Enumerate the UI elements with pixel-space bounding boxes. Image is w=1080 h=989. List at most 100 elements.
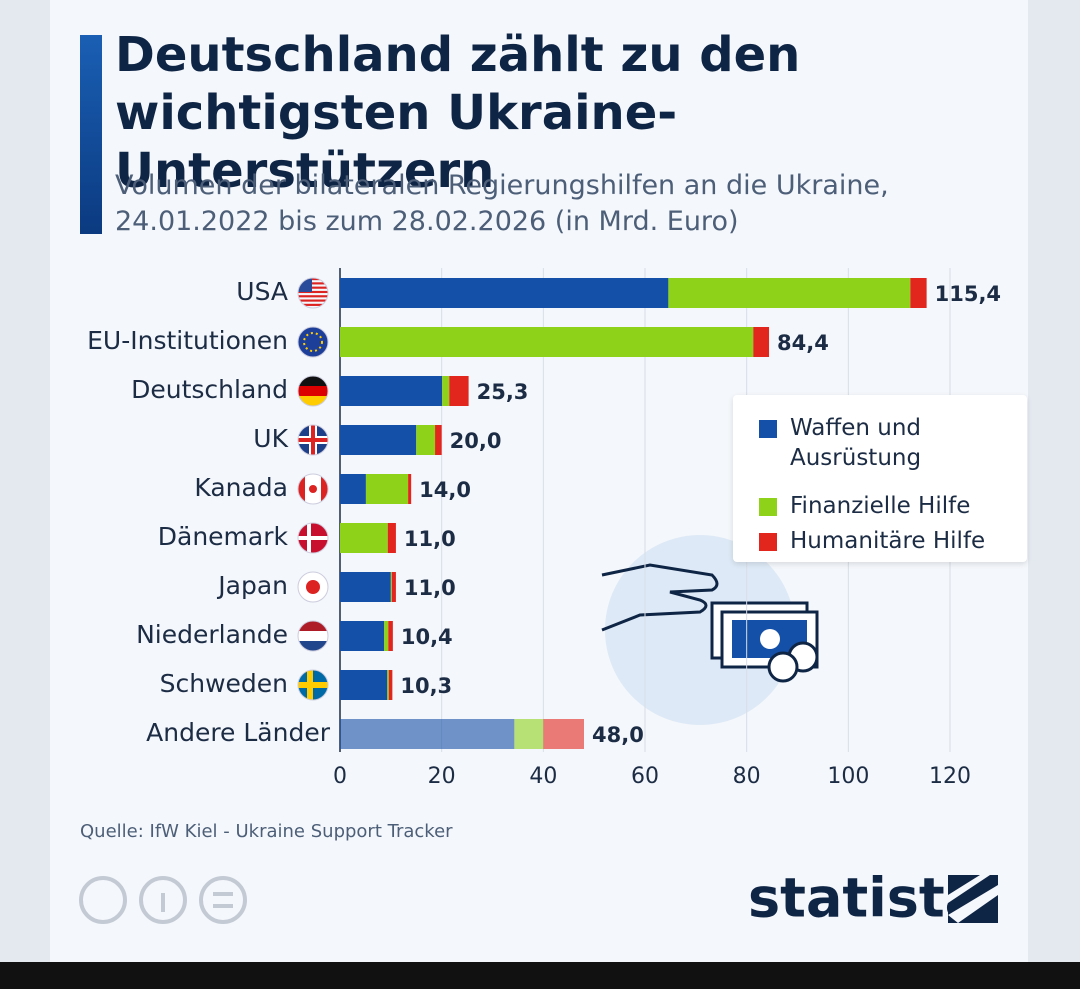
- x-tick-label: 80: [733, 764, 761, 789]
- chart: Quelle: IfW Kiel - Ukraine Support Track…: [79, 268, 1001, 930]
- flag-icon: [298, 474, 328, 504]
- bar-segment: [340, 376, 443, 406]
- flag-ring: [297, 669, 329, 701]
- flag-ring: [297, 473, 329, 505]
- bar-segment: [340, 425, 417, 455]
- flag-part: [298, 295, 328, 298]
- x-tick-label: 20: [428, 764, 456, 789]
- legend-swatch: [759, 533, 777, 551]
- y-tick-label: USA: [236, 277, 288, 306]
- flag-part: [306, 580, 320, 594]
- bar-segment: [340, 621, 385, 651]
- y-tick-label: UK: [253, 424, 288, 453]
- y-tick-label: Deutschland: [131, 375, 288, 404]
- bar-segment: [387, 670, 389, 700]
- bar-segment: [416, 425, 436, 455]
- y-tick-label: EU-Institutionen: [87, 326, 288, 355]
- bar-segment: [340, 523, 388, 553]
- legend-swatch: [759, 420, 777, 438]
- flag-ring: [297, 424, 329, 456]
- value-label: 115,4: [935, 282, 1001, 306]
- flag-part: [298, 290, 328, 294]
- value-label: 10,3: [400, 674, 452, 698]
- bar-segment: [340, 670, 388, 700]
- bar-segment: [340, 278, 669, 308]
- x-tick-label: 100: [827, 764, 869, 789]
- bar-segment: [753, 327, 770, 357]
- y-tick-label: Schweden: [160, 669, 288, 698]
- flag-part: [298, 282, 328, 285]
- bar-segment: [514, 719, 544, 749]
- value-label: 10,4: [401, 625, 453, 649]
- x-tick-label: 40: [529, 764, 557, 789]
- bottom-bar: [0, 962, 1080, 989]
- flag-part: [311, 425, 315, 455]
- flag-part: [298, 631, 328, 641]
- flag-ring: [297, 571, 329, 603]
- flag-ring: [297, 375, 329, 407]
- flag-part: [298, 376, 328, 386]
- flag-part: [298, 474, 305, 504]
- bar-segment: [442, 376, 450, 406]
- illustration: [601, 535, 819, 725]
- legend-label: Waffen und Ausrüstung: [790, 415, 922, 471]
- bar-segment: [384, 621, 389, 651]
- x-tick-label: 60: [631, 764, 659, 789]
- x-tick-label: 120: [929, 764, 971, 789]
- flag-part: [307, 523, 311, 553]
- flag-icon: [298, 572, 328, 602]
- flag-part: [298, 396, 328, 406]
- flag-part: [298, 536, 328, 540]
- flag-part: [309, 485, 317, 493]
- flag-part: [307, 670, 313, 700]
- bar-segment: [388, 670, 393, 700]
- flag-part: [298, 278, 328, 281]
- accent-bar: [80, 35, 102, 234]
- flag-ring: [297, 326, 329, 358]
- flag-icon: [298, 670, 328, 700]
- bar-segment: [391, 572, 396, 602]
- y-tick-label: Dänemark: [158, 522, 289, 551]
- bar-segment: [388, 621, 393, 651]
- legend-label: Humanitäre Hilfe: [790, 528, 986, 554]
- flag-part: [298, 621, 328, 631]
- flag-ring: [297, 620, 329, 652]
- value-label: 11,0: [404, 527, 456, 551]
- bar-segment: [387, 523, 396, 553]
- bar-segment: [365, 474, 409, 504]
- value-label: 25,3: [477, 380, 529, 404]
- bar-segment: [543, 719, 584, 749]
- bar-segment: [668, 278, 911, 308]
- flag-ring: [297, 277, 329, 309]
- legend-swatch: [759, 498, 777, 516]
- legend-label: Finanzielle Hilfe: [790, 493, 971, 519]
- value-label: 84,4: [777, 331, 829, 355]
- bar-segment: [340, 719, 515, 749]
- flag-icon: [298, 621, 328, 651]
- bar-segment: [340, 327, 754, 357]
- flag-part: [298, 641, 328, 651]
- x-tick-label: 0: [333, 764, 347, 789]
- flag-icon: [298, 425, 328, 455]
- flag-ring: [297, 522, 329, 554]
- logo-mark: [948, 875, 998, 923]
- y-tick-label: Niederlande: [136, 620, 288, 649]
- value-label: 14,0: [419, 478, 471, 502]
- bar-segment: [435, 425, 442, 455]
- bar-segment: [340, 572, 391, 602]
- y-tick-label: Kanada: [194, 473, 288, 502]
- legend: Waffen und Ausrüstung Finanzielle Hilfe Hu…: [733, 395, 1027, 562]
- value-label: 11,0: [404, 576, 456, 600]
- bar-segment: [449, 376, 469, 406]
- cc-icons: [79, 876, 247, 924]
- flag-icon: [298, 327, 328, 357]
- flag-icon: [298, 523, 328, 553]
- bar-segment: [390, 572, 392, 602]
- logo: statista: [748, 867, 981, 930]
- chart-title: Deutschland zählt zu den wichtigsten Ukr…: [115, 27, 801, 199]
- chart-subtitle: Volumen der bilateralen Regierungshilfen…: [115, 170, 889, 237]
- flag-part: [298, 299, 328, 302]
- value-label: 20,0: [450, 429, 502, 453]
- bar-segment: [910, 278, 927, 308]
